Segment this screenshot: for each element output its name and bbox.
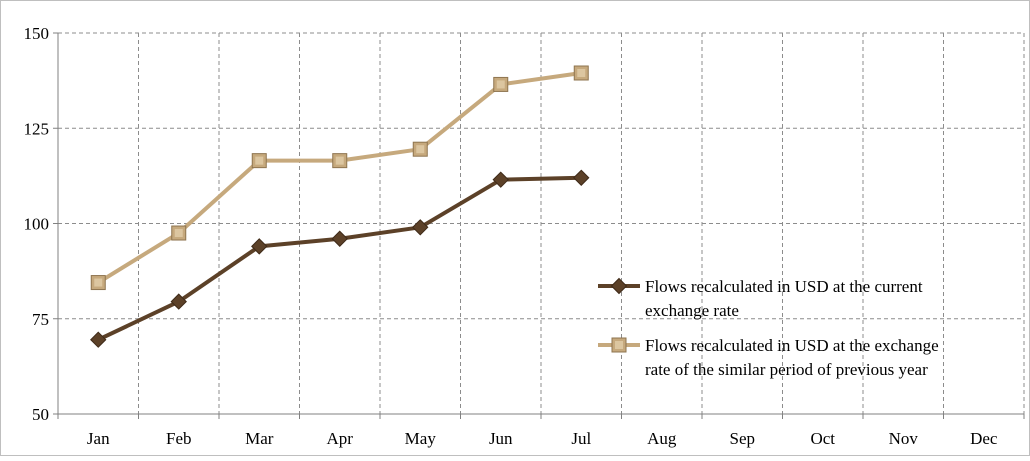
x-tick-label: Jan	[87, 429, 110, 448]
x-tick-label: Oct	[810, 429, 835, 448]
data-point-series-2-highlight	[577, 69, 586, 78]
data-point-series-1	[331, 230, 348, 247]
legend: Flows recalculated in USD at the current…	[598, 277, 939, 379]
x-tick-label: Jun	[489, 429, 513, 448]
x-tick-label: Apr	[327, 429, 354, 448]
x-tick-label: Dec	[970, 429, 998, 448]
axes: 50 75 100 125 150 Jan Feb Mar Apr May Jun Jul Aug Sep…	[24, 24, 1025, 448]
data-point-series-1	[573, 169, 590, 186]
data-point-series-1	[251, 238, 268, 255]
y-tick-label: 75	[32, 310, 49, 329]
x-tick-label: May	[405, 429, 437, 448]
legend-marker-1	[610, 277, 628, 295]
x-tick-label: Feb	[166, 429, 192, 448]
legend-marker-2-highlight	[615, 341, 623, 349]
data-point-series-2-highlight	[335, 156, 344, 165]
data-point-series-1	[90, 331, 107, 348]
x-tick-label: Sep	[730, 429, 756, 448]
x-tick-label: Aug	[647, 429, 677, 448]
data-point-series-2-highlight	[255, 156, 264, 165]
y-tick-label: 100	[24, 215, 50, 234]
y-tick-label: 150	[24, 24, 50, 43]
data-point-series-2-highlight	[496, 80, 505, 89]
grid-lines	[58, 32, 1025, 414]
data-point-series-2-highlight	[416, 145, 425, 154]
legend-label-1: exchange rate	[645, 301, 739, 320]
data-point-series-2-highlight	[174, 229, 183, 238]
data-point-series-2-highlight	[94, 278, 103, 287]
x-tick-label: Mar	[245, 429, 274, 448]
y-tick-label: 50	[32, 405, 49, 424]
x-tick-label: Jul	[571, 429, 591, 448]
data-point-series-1	[170, 293, 187, 310]
data-point-series-1	[412, 219, 429, 236]
data-point-series-1	[492, 171, 509, 188]
y-tick-label: 125	[24, 119, 50, 138]
legend-label-2: Flows recalculated in USD at the exchang…	[645, 336, 939, 355]
legend-label-1: Flows recalculated in USD at the current	[645, 277, 923, 296]
legend-label-2: rate of the similar period of previous y…	[645, 360, 928, 379]
x-tick-label: Nov	[889, 429, 919, 448]
series-layer	[90, 65, 590, 348]
